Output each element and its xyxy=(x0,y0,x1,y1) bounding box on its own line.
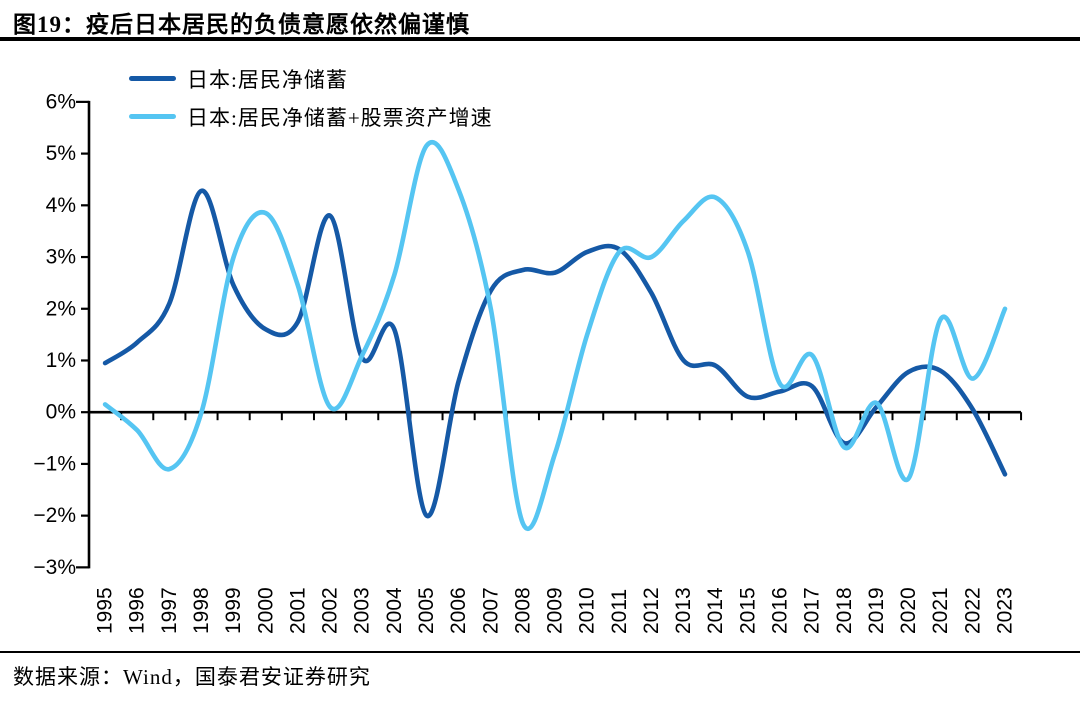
x-tick-label: 1999 xyxy=(222,587,245,634)
x-tick-label: 1998 xyxy=(190,587,213,634)
x-tick-label: 2018 xyxy=(833,587,856,634)
y-tick-label: 3% xyxy=(46,246,76,269)
y-tick-label: 1% xyxy=(46,349,76,372)
x-tick-label: 2005 xyxy=(415,587,438,634)
line-swatch-icon xyxy=(129,76,176,81)
x-tick-label: 2020 xyxy=(897,587,920,634)
x-tick-label: 2011 xyxy=(608,589,631,634)
x-tick-label: 2012 xyxy=(640,587,663,634)
x-tick-label: 2004 xyxy=(383,587,406,634)
x-tick-label: 1996 xyxy=(126,587,149,634)
line-swatch-icon xyxy=(129,114,176,119)
series-line-net-savings-plus-stock-growth xyxy=(102,140,1008,532)
x-tick-label: 2007 xyxy=(479,587,502,634)
legend-item-net-savings-plus-stock-growth: 日本:居民净储蓄+股票资产增速 xyxy=(129,104,493,130)
y-tick-label: −1% xyxy=(33,452,76,475)
x-tick-label: 2001 xyxy=(286,587,309,634)
x-tick-label: 2006 xyxy=(447,587,470,634)
y-tick-label: 6% xyxy=(46,90,76,113)
x-tick-label: 1995 xyxy=(94,587,117,634)
x-tick-label: 2022 xyxy=(961,587,984,634)
y-tick-label: 5% xyxy=(46,142,76,165)
y-tick-label: −2% xyxy=(33,504,76,527)
x-tick-label: 2002 xyxy=(319,587,342,634)
footer-divider xyxy=(0,651,1080,653)
x-tick-label: 2021 xyxy=(929,587,952,634)
x-tick-label: 1997 xyxy=(158,587,181,634)
x-tick-label: 2015 xyxy=(736,587,759,634)
legend: 日本:居民净储蓄 日本:居民净储蓄+股票资产增速 xyxy=(129,66,493,130)
chart-title: 图19：疫后日本居民的负债意愿依然偏谨慎 xyxy=(13,12,470,37)
legend-label: 日本:居民净储蓄+股票资产增速 xyxy=(187,105,493,130)
x-tick-label: 2016 xyxy=(769,587,792,634)
y-tick-label: 0% xyxy=(46,401,76,424)
y-tick-label: −3% xyxy=(33,556,76,579)
y-tick-label: 4% xyxy=(46,194,76,217)
data-source: 数据来源：Wind，国泰君安证券研究 xyxy=(13,665,371,689)
y-tick-label: 2% xyxy=(46,297,76,320)
x-tick-label: 2009 xyxy=(544,587,567,634)
x-tick-label: 2023 xyxy=(993,587,1016,634)
legend-item-net-savings: 日本:居民净储蓄 xyxy=(129,66,493,92)
x-tick-label: 2019 xyxy=(865,587,888,634)
x-tick-label: 2010 xyxy=(576,587,599,634)
x-tick-label: 2000 xyxy=(254,587,277,634)
x-tick-label: 2017 xyxy=(801,587,824,634)
title-divider xyxy=(0,37,1080,41)
x-tick-label: 2008 xyxy=(511,587,534,634)
x-tick-label: 2013 xyxy=(672,587,695,634)
x-tick-label: 2014 xyxy=(704,587,727,634)
legend-label: 日本:居民净储蓄 xyxy=(187,67,348,92)
x-tick-label: 2003 xyxy=(351,587,374,634)
